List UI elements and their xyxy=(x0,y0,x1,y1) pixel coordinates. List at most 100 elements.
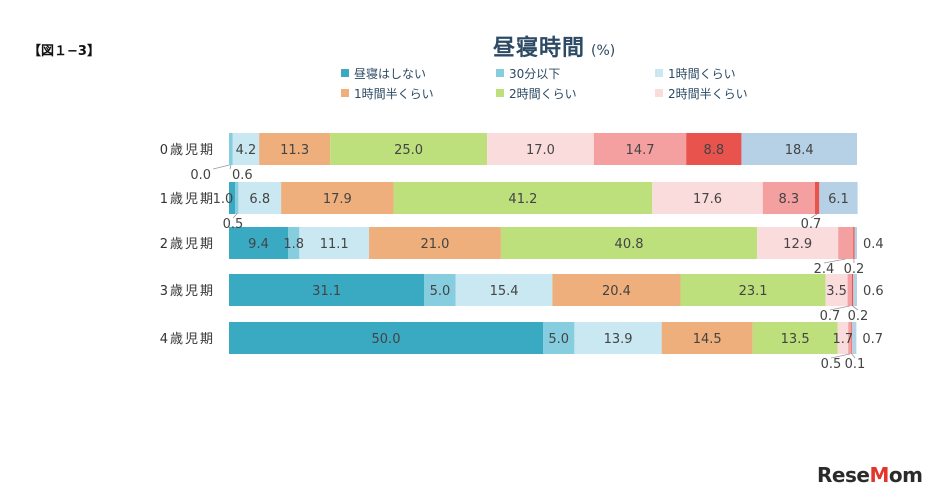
value-label-r2-s8: 0.4 xyxy=(863,237,884,252)
value-label-r0-s5: 17.0 xyxy=(526,143,555,158)
bar-r1-s5 xyxy=(652,182,763,214)
value-label-r4-s3: 14.5 xyxy=(693,332,722,347)
value-label-r0-s8: 18.4 xyxy=(785,143,814,158)
value-label-r2-s6: 2.4 xyxy=(814,262,835,277)
bar-r3-s3 xyxy=(552,274,681,306)
value-label-r2-s5: 12.9 xyxy=(783,237,812,252)
legend-label-5: 2時間半くらい xyxy=(668,87,748,101)
bar-r0-s3 xyxy=(259,133,331,165)
bar-r0-s2 xyxy=(232,133,260,165)
value-label-r2-s2: 11.1 xyxy=(320,237,349,252)
bar-r2-s0 xyxy=(229,227,289,259)
value-label-r2-s3: 21.0 xyxy=(421,237,450,252)
figure-label: 【図１−3】 xyxy=(28,44,100,59)
value-label-r3-s8: 0.6 xyxy=(863,284,884,299)
leader-r2-s6 xyxy=(823,258,846,264)
bar-r0-s7 xyxy=(686,133,742,165)
legend-label-4: 2時間くらい xyxy=(509,87,577,101)
bar-r2-s6 xyxy=(838,227,854,259)
value-label-r4-s2: 13.9 xyxy=(604,332,633,347)
category-label-1: 1歳児期 xyxy=(160,192,215,207)
chart-title-block: 昼寝時間 (%) xyxy=(493,30,615,62)
legend-label-1: 30分以下 xyxy=(509,67,560,81)
value-label-r1-s8: 6.1 xyxy=(828,192,849,207)
bar-r2-s7 xyxy=(853,227,855,259)
bar-r3-s8 xyxy=(853,274,857,306)
bar-r4-s5 xyxy=(837,322,849,354)
leader-r1-s7 xyxy=(810,213,818,219)
leader-lines xyxy=(212,164,859,359)
value-label-r1-s4: 41.2 xyxy=(508,192,537,207)
value-label-r0-s3: 11.3 xyxy=(280,143,309,158)
bar-r1-s1 xyxy=(235,182,239,214)
bar-r4-s7 xyxy=(851,322,852,354)
bar-r4-s4 xyxy=(752,322,838,354)
bar-r3-s7 xyxy=(851,274,854,306)
bar-r1-s6 xyxy=(762,182,815,214)
bar-r4-s8 xyxy=(851,322,857,354)
category-label-2: 2歳児期 xyxy=(160,237,215,252)
value-label-r4-s6: 0.5 xyxy=(821,357,842,372)
leader-r1-s1 xyxy=(232,213,238,219)
bar-r1-s2 xyxy=(238,182,282,214)
bar-r3-s2 xyxy=(455,274,553,306)
value-label-r1-s2: 6.8 xyxy=(249,192,270,207)
value-label-r0-s6: 14.7 xyxy=(626,143,655,158)
value-label-r1-s6: 8.3 xyxy=(779,192,800,207)
segment-labels: 0.0 0.6 4.2 11.3 25.0 17.0 14.7 8.8 18.4 1.0 0.5 6.… xyxy=(190,143,883,372)
bar-r3-s1 xyxy=(424,274,456,306)
value-label-r4-s0: 50.0 xyxy=(372,332,401,347)
bar-r4-s1 xyxy=(543,322,575,354)
value-label-r1-s1: 0.5 xyxy=(223,217,244,232)
bar-r0-s4 xyxy=(330,133,488,165)
value-label-r3-s0: 31.1 xyxy=(312,284,341,299)
leader-r4-s6 xyxy=(830,353,850,359)
leader-r0-s0 xyxy=(212,164,230,170)
bars xyxy=(229,133,858,354)
legend-swatch-3 xyxy=(341,89,349,97)
chart-legend: 昼寝はしない 30分以下 1時間くらい 1時間半くらい 2時間くらい 2時間半くらい xyxy=(341,66,748,101)
value-label-r1-s5: 17.6 xyxy=(693,192,722,207)
value-label-r0-s0: 0.0 xyxy=(190,168,211,183)
bar-r0-s1 xyxy=(229,133,233,165)
value-label-r4-s5: 1.7 xyxy=(833,332,854,347)
legend-swatch-1 xyxy=(496,69,504,77)
legend-label-3: 1時間半くらい xyxy=(354,87,434,101)
bar-r2-s8 xyxy=(854,227,857,259)
watermark-logo: ReseMom xyxy=(817,463,923,487)
legend-swatch-2 xyxy=(655,69,663,77)
value-label-r0-s1: 0.6 xyxy=(232,168,253,183)
bar-r4-s3 xyxy=(661,322,753,354)
value-label-r3-s2: 15.4 xyxy=(490,284,519,299)
bar-r2-s2 xyxy=(299,227,370,259)
value-label-r2-s7: 0.2 xyxy=(844,262,865,277)
value-label-r4-s7: 0.1 xyxy=(845,357,866,372)
legend-swatch-4 xyxy=(496,89,504,97)
value-label-r0-s4: 25.0 xyxy=(394,143,423,158)
value-label-r0-s2: 4.2 xyxy=(236,143,257,158)
value-label-r2-s4: 40.8 xyxy=(615,237,644,252)
bar-r2-s3 xyxy=(369,227,501,259)
bar-r0-s8 xyxy=(741,133,857,165)
value-label-r2-s1: 1.8 xyxy=(283,237,304,252)
bar-r2-s5 xyxy=(757,227,839,259)
bar-r0-s6 xyxy=(593,133,687,165)
category-labels: 0歳児期 1歳児期 2歳児期 3歳児期 4歳児期 xyxy=(160,143,215,347)
value-label-r3-s5: 3.5 xyxy=(826,284,847,299)
value-label-r3-s4: 23.1 xyxy=(739,284,768,299)
value-label-r4-s4: 13.5 xyxy=(781,332,810,347)
bar-r1-s8 xyxy=(819,182,858,214)
value-label-r4-s8: 0.7 xyxy=(862,332,883,347)
bar-r1-s0 xyxy=(229,182,236,214)
value-label-r1-s3: 17.9 xyxy=(323,192,352,207)
value-label-r3-s7: 0.2 xyxy=(848,309,869,324)
value-label-r3-s6: 0.7 xyxy=(820,309,841,324)
legend-swatch-5 xyxy=(655,89,663,97)
bar-r1-s3 xyxy=(281,182,394,214)
bar-r2-s1 xyxy=(288,227,300,259)
bar-r3-s4 xyxy=(680,274,826,306)
bar-r4-s6 xyxy=(848,322,852,354)
leader-r4-s7 xyxy=(851,353,856,359)
chart-title: 昼寝時間 xyxy=(493,36,586,61)
category-label-4: 4歳児期 xyxy=(160,332,215,347)
